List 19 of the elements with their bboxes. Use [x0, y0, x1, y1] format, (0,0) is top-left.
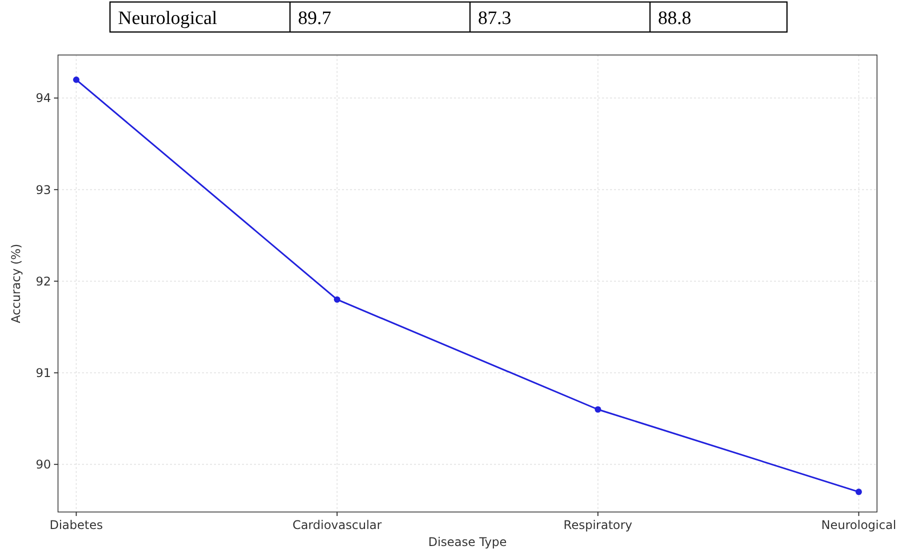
text: 88.8: [658, 8, 692, 29]
text: Neurological: [118, 8, 218, 29]
y-tick-label: 92: [36, 274, 51, 288]
x-tick-label: Diabetes: [50, 518, 103, 532]
point: [594, 406, 602, 413]
y-tick-label: 94: [36, 91, 51, 106]
point: [856, 488, 862, 496]
x-tick-label: Respiratory: [564, 518, 632, 532]
y-tick-label: 91: [36, 366, 51, 380]
text: 87.3: [478, 8, 512, 29]
x-axis-title: Disease Type: [428, 535, 507, 549]
text: 89.7: [298, 8, 332, 29]
point: [334, 296, 340, 303]
x-tick-label: Cardiovascular: [292, 518, 382, 532]
x-tick-label: Neurological: [821, 518, 896, 532]
y-axis-title: Accuracy (%): [9, 244, 23, 324]
y-tick-label: 90: [36, 458, 51, 472]
y-tick-label: 93: [36, 182, 51, 197]
point: [73, 76, 80, 83]
